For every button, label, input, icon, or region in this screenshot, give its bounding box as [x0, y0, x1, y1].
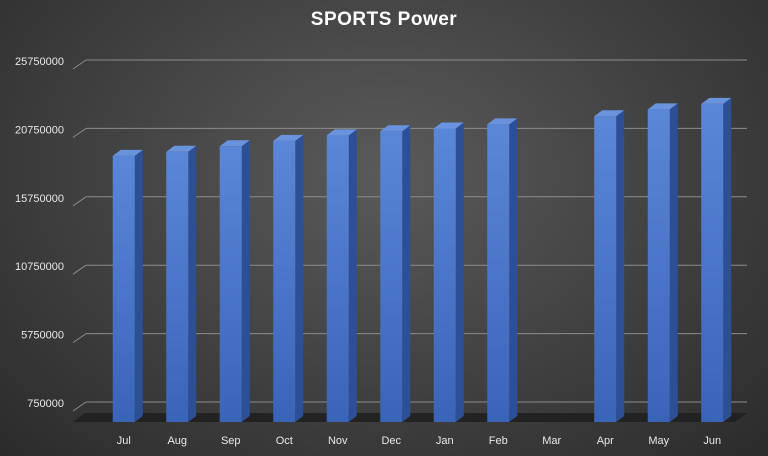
bar-front — [433, 128, 456, 422]
y-tick-label: 10750000 — [15, 261, 64, 273]
gridline-diagonal — [72, 333, 87, 344]
gridline-diagonal — [72, 401, 87, 412]
bar-top — [647, 103, 678, 110]
bar — [701, 97, 732, 422]
y-tick-label: 25750000 — [15, 56, 64, 68]
bar-side — [509, 118, 518, 423]
bars — [112, 97, 732, 423]
bar-top — [487, 118, 518, 125]
bar-front — [594, 116, 617, 423]
bar-top — [112, 149, 143, 156]
x-tick-label: Dec — [381, 435, 401, 447]
bar-front — [487, 124, 510, 423]
bar-front — [112, 155, 135, 423]
gridline-diagonal — [72, 196, 87, 207]
gridline-diagonal — [72, 127, 87, 138]
bar-front — [166, 151, 189, 422]
bar-side — [348, 129, 357, 422]
bar-front — [273, 140, 296, 422]
x-tick-label: Feb — [489, 435, 508, 447]
y-tick-label: 15750000 — [15, 193, 64, 205]
y-tick-label: 20750000 — [15, 124, 64, 136]
x-tick-label: May — [648, 435, 669, 447]
gridline-diagonal — [72, 264, 87, 275]
bar-front — [380, 131, 403, 422]
bar-side — [723, 97, 732, 422]
bar-top — [166, 145, 197, 152]
bar — [326, 129, 357, 422]
x-tick-label: Sep — [221, 435, 241, 447]
bar-side — [616, 110, 625, 423]
bar-top — [433, 122, 464, 129]
x-tick-label: Oct — [276, 435, 293, 447]
bar-side — [241, 140, 250, 423]
x-tick-label: Apr — [597, 435, 614, 447]
bar-side — [402, 125, 411, 422]
y-tick-label: 5750000 — [21, 330, 64, 342]
x-tick-label: Aug — [167, 435, 187, 447]
bar — [219, 140, 250, 423]
bar-top — [380, 125, 411, 132]
bar-side — [188, 145, 197, 422]
bar-front — [326, 135, 349, 422]
gridline-diagonal — [72, 59, 87, 70]
bar-top — [273, 134, 304, 141]
bar-front — [647, 109, 670, 422]
x-tick-label: Jun — [703, 435, 721, 447]
bar-side — [669, 103, 678, 422]
bar — [112, 149, 143, 423]
bar-top — [594, 110, 625, 117]
bar — [487, 118, 518, 423]
y-tick-label: 750000 — [27, 398, 64, 410]
bar-front — [701, 103, 724, 422]
bar-top — [326, 129, 357, 136]
y-axis-ticks: 750000 5750000 10750000 15750000 20750000 257… — [15, 56, 64, 410]
bar-side — [455, 122, 464, 423]
bar-front — [219, 146, 242, 423]
bar — [380, 125, 411, 422]
bar — [433, 122, 464, 423]
bar-top — [701, 97, 732, 104]
chart-title: SPORTS Power — [310, 9, 458, 30]
x-axis-ticks: Jul Aug Sep Oct Nov Dec Jan Feb Mar Apr May Jun — [117, 435, 721, 447]
bar — [647, 103, 678, 422]
bar — [166, 145, 197, 422]
x-tick-label: Mar — [542, 435, 561, 447]
bar-side — [295, 134, 304, 422]
x-tick-label: Nov — [328, 435, 348, 447]
x-tick-label: Jul — [117, 435, 131, 447]
x-tick-label: Jan — [436, 435, 454, 447]
bar-top — [219, 140, 250, 147]
bar-side — [134, 149, 143, 423]
bar — [594, 110, 625, 423]
bar — [273, 134, 304, 422]
